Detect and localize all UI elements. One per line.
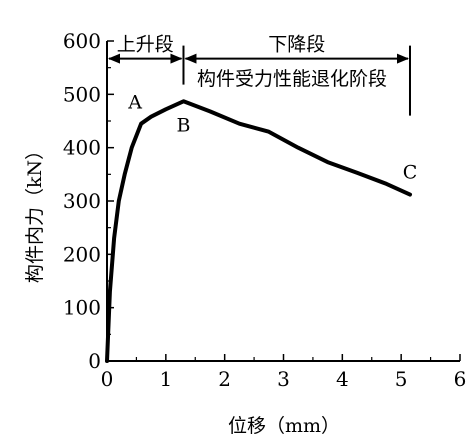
annotation-layer: 上升段 下降段	[108, 34, 411, 116]
points-layer: A B C	[127, 92, 417, 184]
stage-arrow-left	[184, 53, 197, 64]
ticks-layer: 0 1 2 3 4 5 6 0 100 200 300 400 500 600	[63, 29, 467, 391]
stage-label: 下降段	[268, 34, 325, 56]
y-tick-label: 400	[63, 136, 101, 160]
x-tick-label: 3	[277, 367, 290, 391]
point-label-a: A	[127, 92, 142, 114]
y-tick-label: 200	[63, 242, 101, 266]
stage-arrow-right	[170, 53, 183, 64]
x-tick-label: 2	[218, 367, 231, 391]
x-tick-label: 0	[101, 367, 114, 391]
y-tick-label: 500	[63, 82, 101, 106]
point-label-b: B	[176, 114, 190, 136]
series-line	[105, 99, 412, 363]
x-tick-label: 4	[336, 367, 349, 391]
stage-note: 构件受力性能退化阶段	[197, 68, 387, 90]
y-tick-label: 300	[63, 189, 101, 213]
x-tick-label: 1	[159, 367, 172, 391]
x-tick-label: 6	[454, 367, 467, 391]
y-axis-label: 构件内力（kN）	[24, 141, 46, 283]
y-tick-label: 0	[88, 349, 101, 373]
stage-arrow-left	[108, 53, 120, 64]
stage-arrow-right	[396, 53, 409, 64]
y-tick-label: 600	[63, 29, 101, 53]
x-tick-label: 5	[395, 367, 408, 391]
x-axis-label: 位移（mm）	[228, 415, 340, 437]
axes-layer	[106, 41, 460, 362]
stage-label: 上升段	[117, 34, 174, 56]
y-tick-label: 100	[63, 296, 101, 320]
series-layer	[105, 99, 412, 363]
point-label-c: C	[403, 162, 418, 184]
